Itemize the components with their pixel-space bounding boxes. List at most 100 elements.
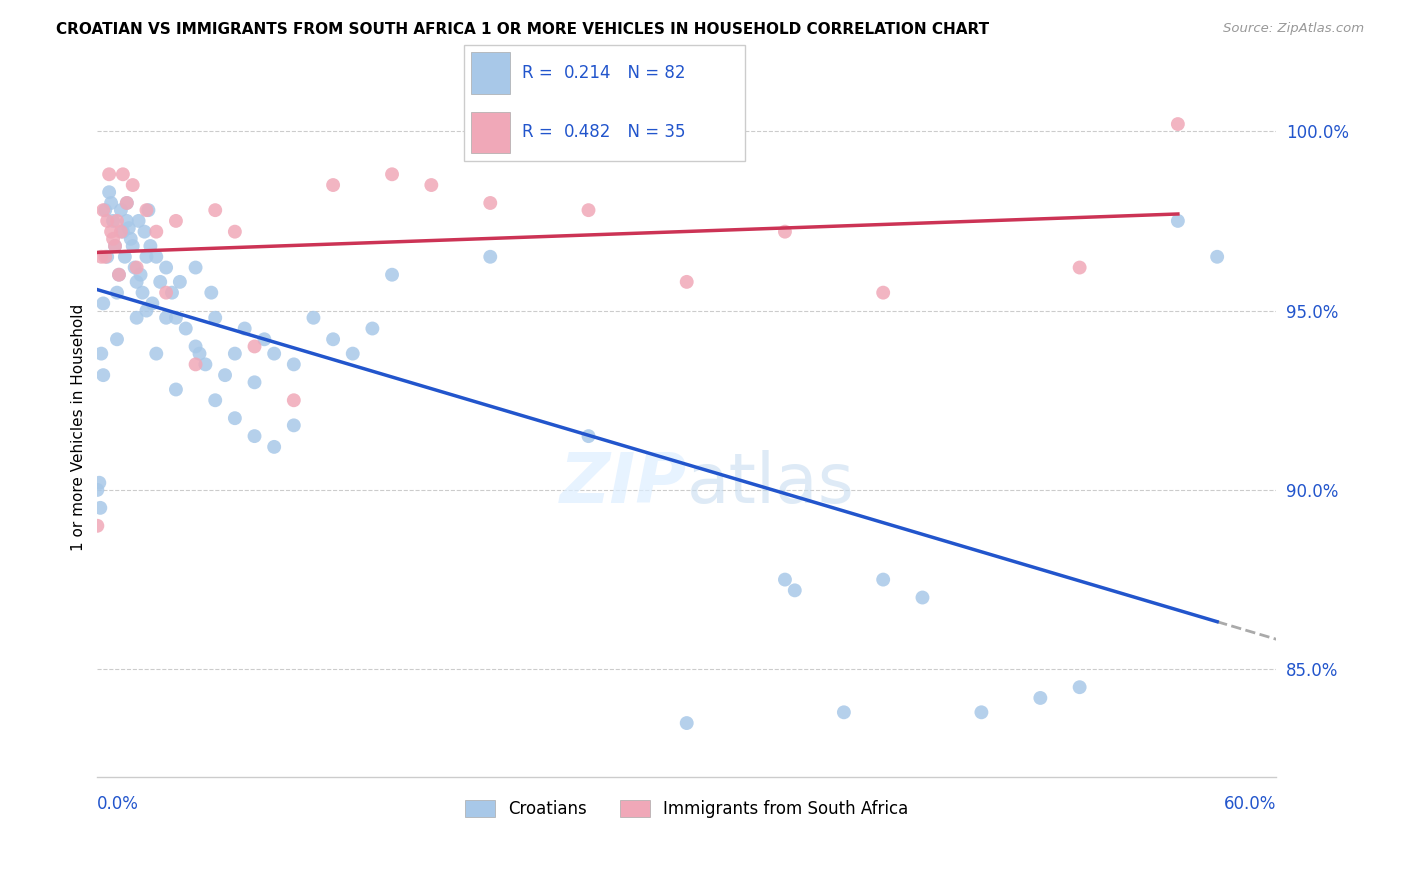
Point [243,339,266,353]
Point [105,285,128,300]
Point [204,310,226,325]
Point [204,393,226,408]
Point [322,178,344,192]
Text: N = 82: N = 82 [617,63,686,82]
Point [184,260,207,275]
Point [243,376,266,390]
Point [89,500,111,515]
Point [160,285,183,300]
Point [155,260,177,275]
Point [105,214,128,228]
Point [1069,260,1091,275]
Point [1167,117,1189,131]
Point [322,332,344,346]
Point [104,239,127,253]
Point [86,483,108,497]
Point [138,203,160,218]
Point [94,250,117,264]
Point [110,225,132,239]
Point [283,418,305,433]
Point [101,232,124,246]
Point [124,260,146,275]
Point [149,275,172,289]
Point [108,268,131,282]
Point [110,203,132,218]
Point [98,167,121,181]
Point [98,185,121,199]
Point [243,429,266,443]
Point [135,250,157,264]
Point [104,239,127,253]
Point [96,250,118,264]
Point [131,285,153,300]
Point [1029,690,1052,705]
Point [233,321,256,335]
Point [115,196,138,211]
Point [420,178,443,192]
Point [101,214,124,228]
Point [90,250,112,264]
Text: 0.0%: 0.0% [97,795,139,813]
Point [224,225,246,239]
Point [125,275,148,289]
Point [169,275,191,289]
Point [115,196,138,211]
Point [253,332,276,346]
Point [381,268,404,282]
Point [120,232,142,246]
Point [139,239,162,253]
Text: R =: R = [522,63,558,82]
Point [90,346,112,360]
Point [115,214,138,228]
Point [114,250,136,264]
Point [165,214,187,228]
Text: 0.482: 0.482 [564,123,612,142]
Point [1206,250,1229,264]
Point [91,368,114,383]
Point [155,285,177,300]
Point [100,196,122,211]
Point [94,203,117,218]
Point [263,346,285,360]
Point [204,203,226,218]
Point [184,358,207,372]
Point [135,203,157,218]
Point [184,339,207,353]
Point [111,167,134,181]
Y-axis label: 1 or more Vehicles in Household: 1 or more Vehicles in Household [72,303,86,550]
Text: CROATIAN VS IMMIGRANTS FROM SOUTH AFRICA 1 OR MORE VEHICLES IN HOUSEHOLD CORRELA: CROATIAN VS IMMIGRANTS FROM SOUTH AFRICA… [56,22,990,37]
Point [121,239,143,253]
Point [125,310,148,325]
Point [1069,680,1091,694]
Point [86,518,108,533]
Point [129,268,152,282]
Point [188,346,211,360]
Point [342,346,364,360]
Point [89,475,111,490]
Point [118,221,141,235]
Point [134,225,156,239]
Point [91,203,114,218]
Point [200,285,222,300]
Point [145,225,167,239]
Point [302,310,325,325]
Text: 0.214: 0.214 [564,63,612,82]
Point [125,260,148,275]
Point [121,178,143,192]
Point [578,429,600,443]
Text: Source: ZipAtlas.com: Source: ZipAtlas.com [1223,22,1364,36]
Text: 60.0%: 60.0% [1223,795,1277,813]
Point [145,250,167,264]
Legend: Croatians, Immigrants from South Africa: Croatians, Immigrants from South Africa [458,793,915,824]
Point [381,167,404,181]
Point [145,346,167,360]
Point [970,706,993,720]
Point [105,332,128,346]
Point [479,196,502,211]
Point [111,225,134,239]
Point [224,346,246,360]
Point [675,275,697,289]
Point [135,303,157,318]
Point [773,573,796,587]
Point [283,358,305,372]
